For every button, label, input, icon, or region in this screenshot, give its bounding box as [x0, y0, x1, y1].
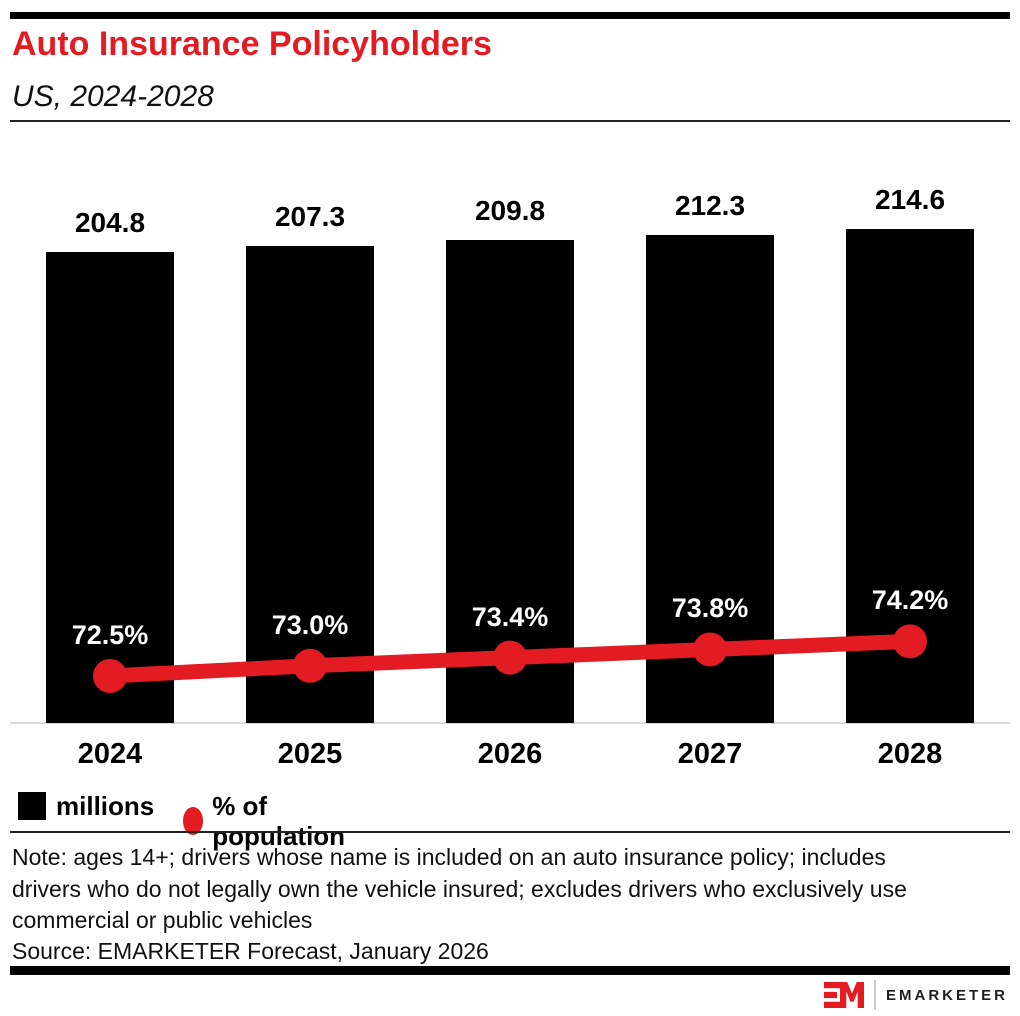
- footnote-divider: [10, 831, 1010, 833]
- legend-item-pct-of-population: % of population: [183, 791, 353, 851]
- pct-label: 73.0%: [271, 609, 349, 640]
- millions-swatch-icon: [18, 792, 46, 820]
- x-axis-label-2026: 2026: [477, 738, 543, 770]
- bar-value-label: 212.3: [674, 189, 746, 221]
- bar-value-label: 207.3: [274, 201, 346, 233]
- pct-label: 73.4%: [471, 601, 549, 632]
- pct-swatch-icon: [183, 807, 204, 835]
- note-line: Note: ages 14+; drivers whose name is in…: [12, 844, 886, 870]
- bar-2027: [646, 234, 774, 723]
- logo-divider: [873, 980, 876, 1010]
- x-axis-line: [10, 722, 1010, 724]
- brand-wordmark: EMARKETER: [885, 986, 1008, 1004]
- x-axis-label-2028: 2028: [877, 738, 943, 770]
- bar-value-label: 204.8: [74, 206, 146, 238]
- legend-item-millions: millions: [18, 791, 154, 821]
- bar-2026: [446, 240, 574, 723]
- source-line: Source: EMARKETER Forecast, January 2026: [12, 938, 489, 964]
- x-axis-label-2025: 2025: [277, 738, 343, 770]
- bar-value-label: 214.6: [874, 184, 946, 216]
- pct-label: 72.5%: [71, 620, 149, 650]
- top-rule: [10, 12, 1010, 19]
- chart-title: Auto Insurance Policyholders: [12, 25, 492, 63]
- chart-area: 204.8 72.5% 2024 207.3 73.0% 2025 209.8 73.4% 20…: [0, 140, 1020, 780]
- bar-value-label: 209.8: [474, 195, 546, 227]
- chart-subtitle: US, 2024-2028: [12, 80, 214, 113]
- bottom-rule: [10, 966, 1010, 975]
- emarketer-logo-icon: [823, 982, 864, 1008]
- brand-logo: EMARKETER: [823, 980, 1008, 1010]
- bar-2028: [846, 229, 974, 723]
- note-line: drivers who do not legally own the vehic…: [12, 875, 907, 902]
- bar-2025: [246, 246, 374, 723]
- bar-2024: [46, 251, 174, 723]
- pct-label: 73.8%: [671, 593, 749, 624]
- legend-label-millions: millions: [56, 791, 155, 821]
- pct-label: 74.2%: [871, 585, 949, 616]
- footnote: Note: ages 14+; drivers whose name is in…: [12, 842, 992, 937]
- header-divider: [10, 120, 1010, 122]
- legend-label-pct: % of population: [212, 791, 346, 851]
- x-axis-label-2024: 2024: [77, 738, 143, 770]
- x-axis-label-2027: 2027: [677, 738, 743, 770]
- note-line: commercial or public vehicles: [12, 907, 313, 933]
